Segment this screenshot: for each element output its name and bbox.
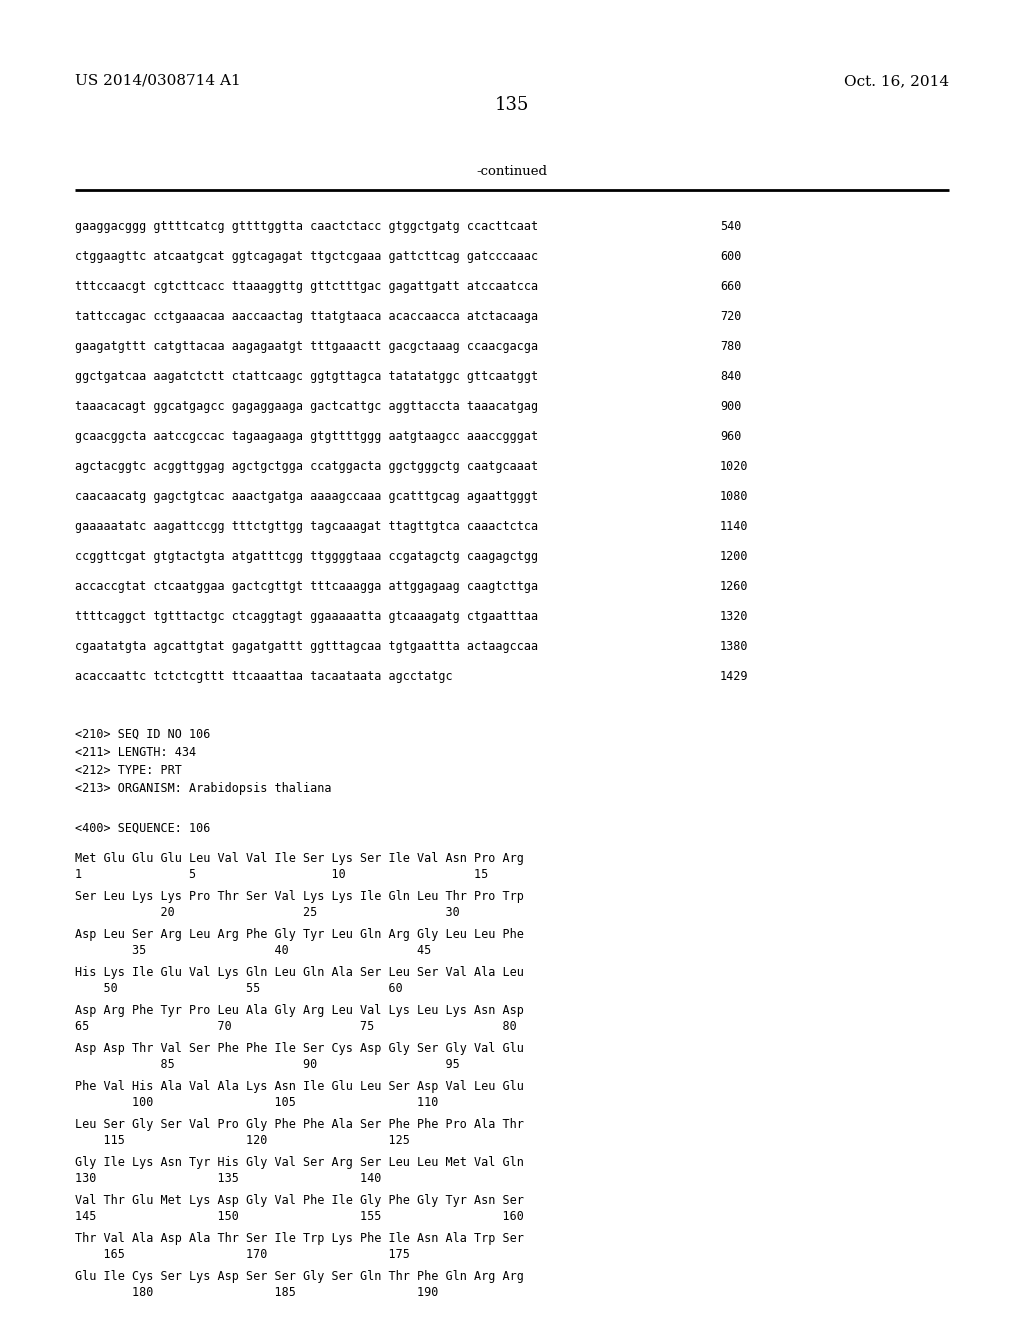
Text: 180                 185                 190: 180 185 190: [75, 1286, 438, 1299]
Text: 35                  40                  45: 35 40 45: [75, 944, 431, 957]
Text: 960: 960: [720, 430, 741, 444]
Text: 1140: 1140: [720, 520, 749, 533]
Text: <212> TYPE: PRT: <212> TYPE: PRT: [75, 764, 182, 777]
Text: tattccagac cctgaaacaa aaccaactag ttatgtaaca acaccaacca atctacaaga: tattccagac cctgaaacaa aaccaactag ttatgta…: [75, 310, 539, 323]
Text: gaaggacggg gttttcatcg gttttggtta caactctacc gtggctgatg ccacttcaat: gaaggacggg gttttcatcg gttttggtta caactct…: [75, 220, 539, 234]
Text: 1429: 1429: [720, 671, 749, 682]
Text: Ser Leu Lys Lys Pro Thr Ser Val Lys Lys Ile Gln Leu Thr Pro Trp: Ser Leu Lys Lys Pro Thr Ser Val Lys Lys …: [75, 890, 524, 903]
Text: US 2014/0308714 A1: US 2014/0308714 A1: [75, 74, 241, 88]
Text: taaacacagt ggcatgagcc gagaggaaga gactcattgc aggttaccta taaacatgag: taaacacagt ggcatgagcc gagaggaaga gactcat…: [75, 400, 539, 413]
Text: 130                 135                 140: 130 135 140: [75, 1172, 381, 1185]
Text: Met Glu Glu Glu Leu Val Val Ile Ser Lys Ser Ile Val Asn Pro Arg: Met Glu Glu Glu Leu Val Val Ile Ser Lys …: [75, 851, 524, 865]
Text: gcaacggcta aatccgccac tagaagaaga gtgttttggg aatgtaagcc aaaccgggat: gcaacggcta aatccgccac tagaagaaga gtgtttt…: [75, 430, 539, 444]
Text: Asp Asp Thr Val Ser Phe Phe Ile Ser Cys Asp Gly Ser Gly Val Glu: Asp Asp Thr Val Ser Phe Phe Ile Ser Cys …: [75, 1041, 524, 1055]
Text: cgaatatgta agcattgtat gagatgattt ggtttagcaa tgtgaattta actaagccaa: cgaatatgta agcattgtat gagatgattt ggtttag…: [75, 640, 539, 653]
Text: 1080: 1080: [720, 490, 749, 503]
Text: <210> SEQ ID NO 106: <210> SEQ ID NO 106: [75, 729, 210, 741]
Text: Oct. 16, 2014: Oct. 16, 2014: [844, 74, 949, 88]
Text: caacaacatg gagctgtcac aaactgatga aaaagccaaa gcatttgcag agaattgggt: caacaacatg gagctgtcac aaactgatga aaaagcc…: [75, 490, 539, 503]
Text: <211> LENGTH: 434: <211> LENGTH: 434: [75, 746, 197, 759]
Text: tttccaacgt cgtcttcacc ttaaaggttg gttctttgac gagattgatt atccaatcca: tttccaacgt cgtcttcacc ttaaaggttg gttcttt…: [75, 280, 539, 293]
Text: 165                 170                 175: 165 170 175: [75, 1247, 410, 1261]
Text: 660: 660: [720, 280, 741, 293]
Text: 1020: 1020: [720, 459, 749, 473]
Text: ggctgatcaa aagatctctt ctattcaagc ggtgttagca tatatatggc gttcaatggt: ggctgatcaa aagatctctt ctattcaagc ggtgtta…: [75, 370, 539, 383]
Text: His Lys Ile Glu Val Lys Gln Leu Gln Ala Ser Leu Ser Val Ala Leu: His Lys Ile Glu Val Lys Gln Leu Gln Ala …: [75, 966, 524, 979]
Text: 720: 720: [720, 310, 741, 323]
Text: 840: 840: [720, 370, 741, 383]
Text: Glu Ile Cys Ser Lys Asp Ser Ser Gly Ser Gln Thr Phe Gln Arg Arg: Glu Ile Cys Ser Lys Asp Ser Ser Gly Ser …: [75, 1270, 524, 1283]
Text: gaagatgttt catgttacaa aagagaatgt tttgaaactt gacgctaaag ccaacgacga: gaagatgttt catgttacaa aagagaatgt tttgaaa…: [75, 341, 539, 352]
Text: agctacggtc acggttggag agctgctgga ccatggacta ggctgggctg caatgcaaat: agctacggtc acggttggag agctgctgga ccatgga…: [75, 459, 539, 473]
Text: 135: 135: [495, 96, 529, 114]
Text: gaaaaatatc aagattccgg tttctgttgg tagcaaagat ttagttgtca caaactctca: gaaaaatatc aagattccgg tttctgttgg tagcaaa…: [75, 520, 539, 533]
Text: 1200: 1200: [720, 550, 749, 564]
Text: 1               5                   10                  15: 1 5 10 15: [75, 869, 488, 880]
Text: Thr Val Ala Asp Ala Thr Ser Ile Trp Lys Phe Ile Asn Ala Trp Ser: Thr Val Ala Asp Ala Thr Ser Ile Trp Lys …: [75, 1232, 524, 1245]
Text: 65                  70                  75                  80: 65 70 75 80: [75, 1020, 517, 1034]
Text: Val Thr Glu Met Lys Asp Gly Val Phe Ile Gly Phe Gly Tyr Asn Ser: Val Thr Glu Met Lys Asp Gly Val Phe Ile …: [75, 1195, 524, 1206]
Text: Asp Leu Ser Arg Leu Arg Phe Gly Tyr Leu Gln Arg Gly Leu Leu Phe: Asp Leu Ser Arg Leu Arg Phe Gly Tyr Leu …: [75, 928, 524, 941]
Text: 85                  90                  95: 85 90 95: [75, 1059, 460, 1071]
Text: ttttcaggct tgtttactgc ctcaggtagt ggaaaaatta gtcaaagatg ctgaatttaa: ttttcaggct tgtttactgc ctcaggtagt ggaaaaa…: [75, 610, 539, 623]
Text: 1260: 1260: [720, 579, 749, 593]
Text: 780: 780: [720, 341, 741, 352]
Text: Asp Arg Phe Tyr Pro Leu Ala Gly Arg Leu Val Lys Leu Lys Asn Asp: Asp Arg Phe Tyr Pro Leu Ala Gly Arg Leu …: [75, 1005, 524, 1016]
Text: 900: 900: [720, 400, 741, 413]
Text: accaccgtat ctcaatggaa gactcgttgt tttcaaagga attggagaag caagtcttga: accaccgtat ctcaatggaa gactcgttgt tttcaaa…: [75, 579, 539, 593]
Text: 1380: 1380: [720, 640, 749, 653]
Text: Phe Val His Ala Val Ala Lys Asn Ile Glu Leu Ser Asp Val Leu Glu: Phe Val His Ala Val Ala Lys Asn Ile Glu …: [75, 1080, 524, 1093]
Text: 115                 120                 125: 115 120 125: [75, 1134, 410, 1147]
Text: 100                 105                 110: 100 105 110: [75, 1096, 438, 1109]
Text: -continued: -continued: [476, 165, 548, 178]
Text: ccggttcgat gtgtactgta atgatttcgg ttggggtaaa ccgatagctg caagagctgg: ccggttcgat gtgtactgta atgatttcgg ttggggt…: [75, 550, 539, 564]
Text: 600: 600: [720, 249, 741, 263]
Text: 1320: 1320: [720, 610, 749, 623]
Text: 20                  25                  30: 20 25 30: [75, 906, 460, 919]
Text: acaccaattc tctctcgttt ttcaaattaa tacaataata agcctatgc: acaccaattc tctctcgttt ttcaaattaa tacaata…: [75, 671, 453, 682]
Text: <213> ORGANISM: Arabidopsis thaliana: <213> ORGANISM: Arabidopsis thaliana: [75, 781, 332, 795]
Text: 145                 150                 155                 160: 145 150 155 160: [75, 1210, 524, 1224]
Text: ctggaagttc atcaatgcat ggtcagagat ttgctcgaaa gattcttcag gatcccaaac: ctggaagttc atcaatgcat ggtcagagat ttgctcg…: [75, 249, 539, 263]
Text: Leu Ser Gly Ser Val Pro Gly Phe Phe Ala Ser Phe Phe Pro Ala Thr: Leu Ser Gly Ser Val Pro Gly Phe Phe Ala …: [75, 1118, 524, 1131]
Text: Gly Ile Lys Asn Tyr His Gly Val Ser Arg Ser Leu Leu Met Val Gln: Gly Ile Lys Asn Tyr His Gly Val Ser Arg …: [75, 1156, 524, 1170]
Text: 50                  55                  60: 50 55 60: [75, 982, 402, 995]
Text: 540: 540: [720, 220, 741, 234]
Text: <400> SEQUENCE: 106: <400> SEQUENCE: 106: [75, 822, 210, 836]
